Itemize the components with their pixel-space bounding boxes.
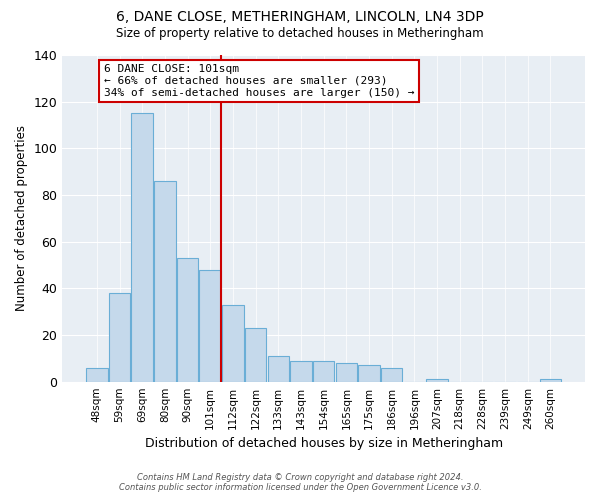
Bar	[109, 293, 130, 382]
Text: 6 DANE CLOSE: 101sqm
← 66% of detached houses are smaller (293)
34% of semi-deta: 6 DANE CLOSE: 101sqm ← 66% of detached h…	[104, 64, 414, 98]
Bar	[426, 380, 448, 382]
Y-axis label: Number of detached properties: Number of detached properties	[15, 126, 28, 312]
Bar	[290, 360, 312, 382]
Bar	[86, 368, 107, 382]
Text: Contains HM Land Registry data © Crown copyright and database right 2024.
Contai: Contains HM Land Registry data © Crown c…	[119, 473, 481, 492]
Bar	[177, 258, 199, 382]
Bar	[358, 366, 380, 382]
Bar	[268, 356, 289, 382]
Bar	[245, 328, 266, 382]
Bar	[539, 380, 561, 382]
Bar	[335, 363, 357, 382]
Text: 6, DANE CLOSE, METHERINGHAM, LINCOLN, LN4 3DP: 6, DANE CLOSE, METHERINGHAM, LINCOLN, LN…	[116, 10, 484, 24]
X-axis label: Distribution of detached houses by size in Metheringham: Distribution of detached houses by size …	[145, 437, 503, 450]
Bar	[131, 114, 153, 382]
Text: Size of property relative to detached houses in Metheringham: Size of property relative to detached ho…	[116, 28, 484, 40]
Bar	[222, 304, 244, 382]
Bar	[313, 360, 334, 382]
Bar	[154, 181, 176, 382]
Bar	[381, 368, 403, 382]
Bar	[199, 270, 221, 382]
